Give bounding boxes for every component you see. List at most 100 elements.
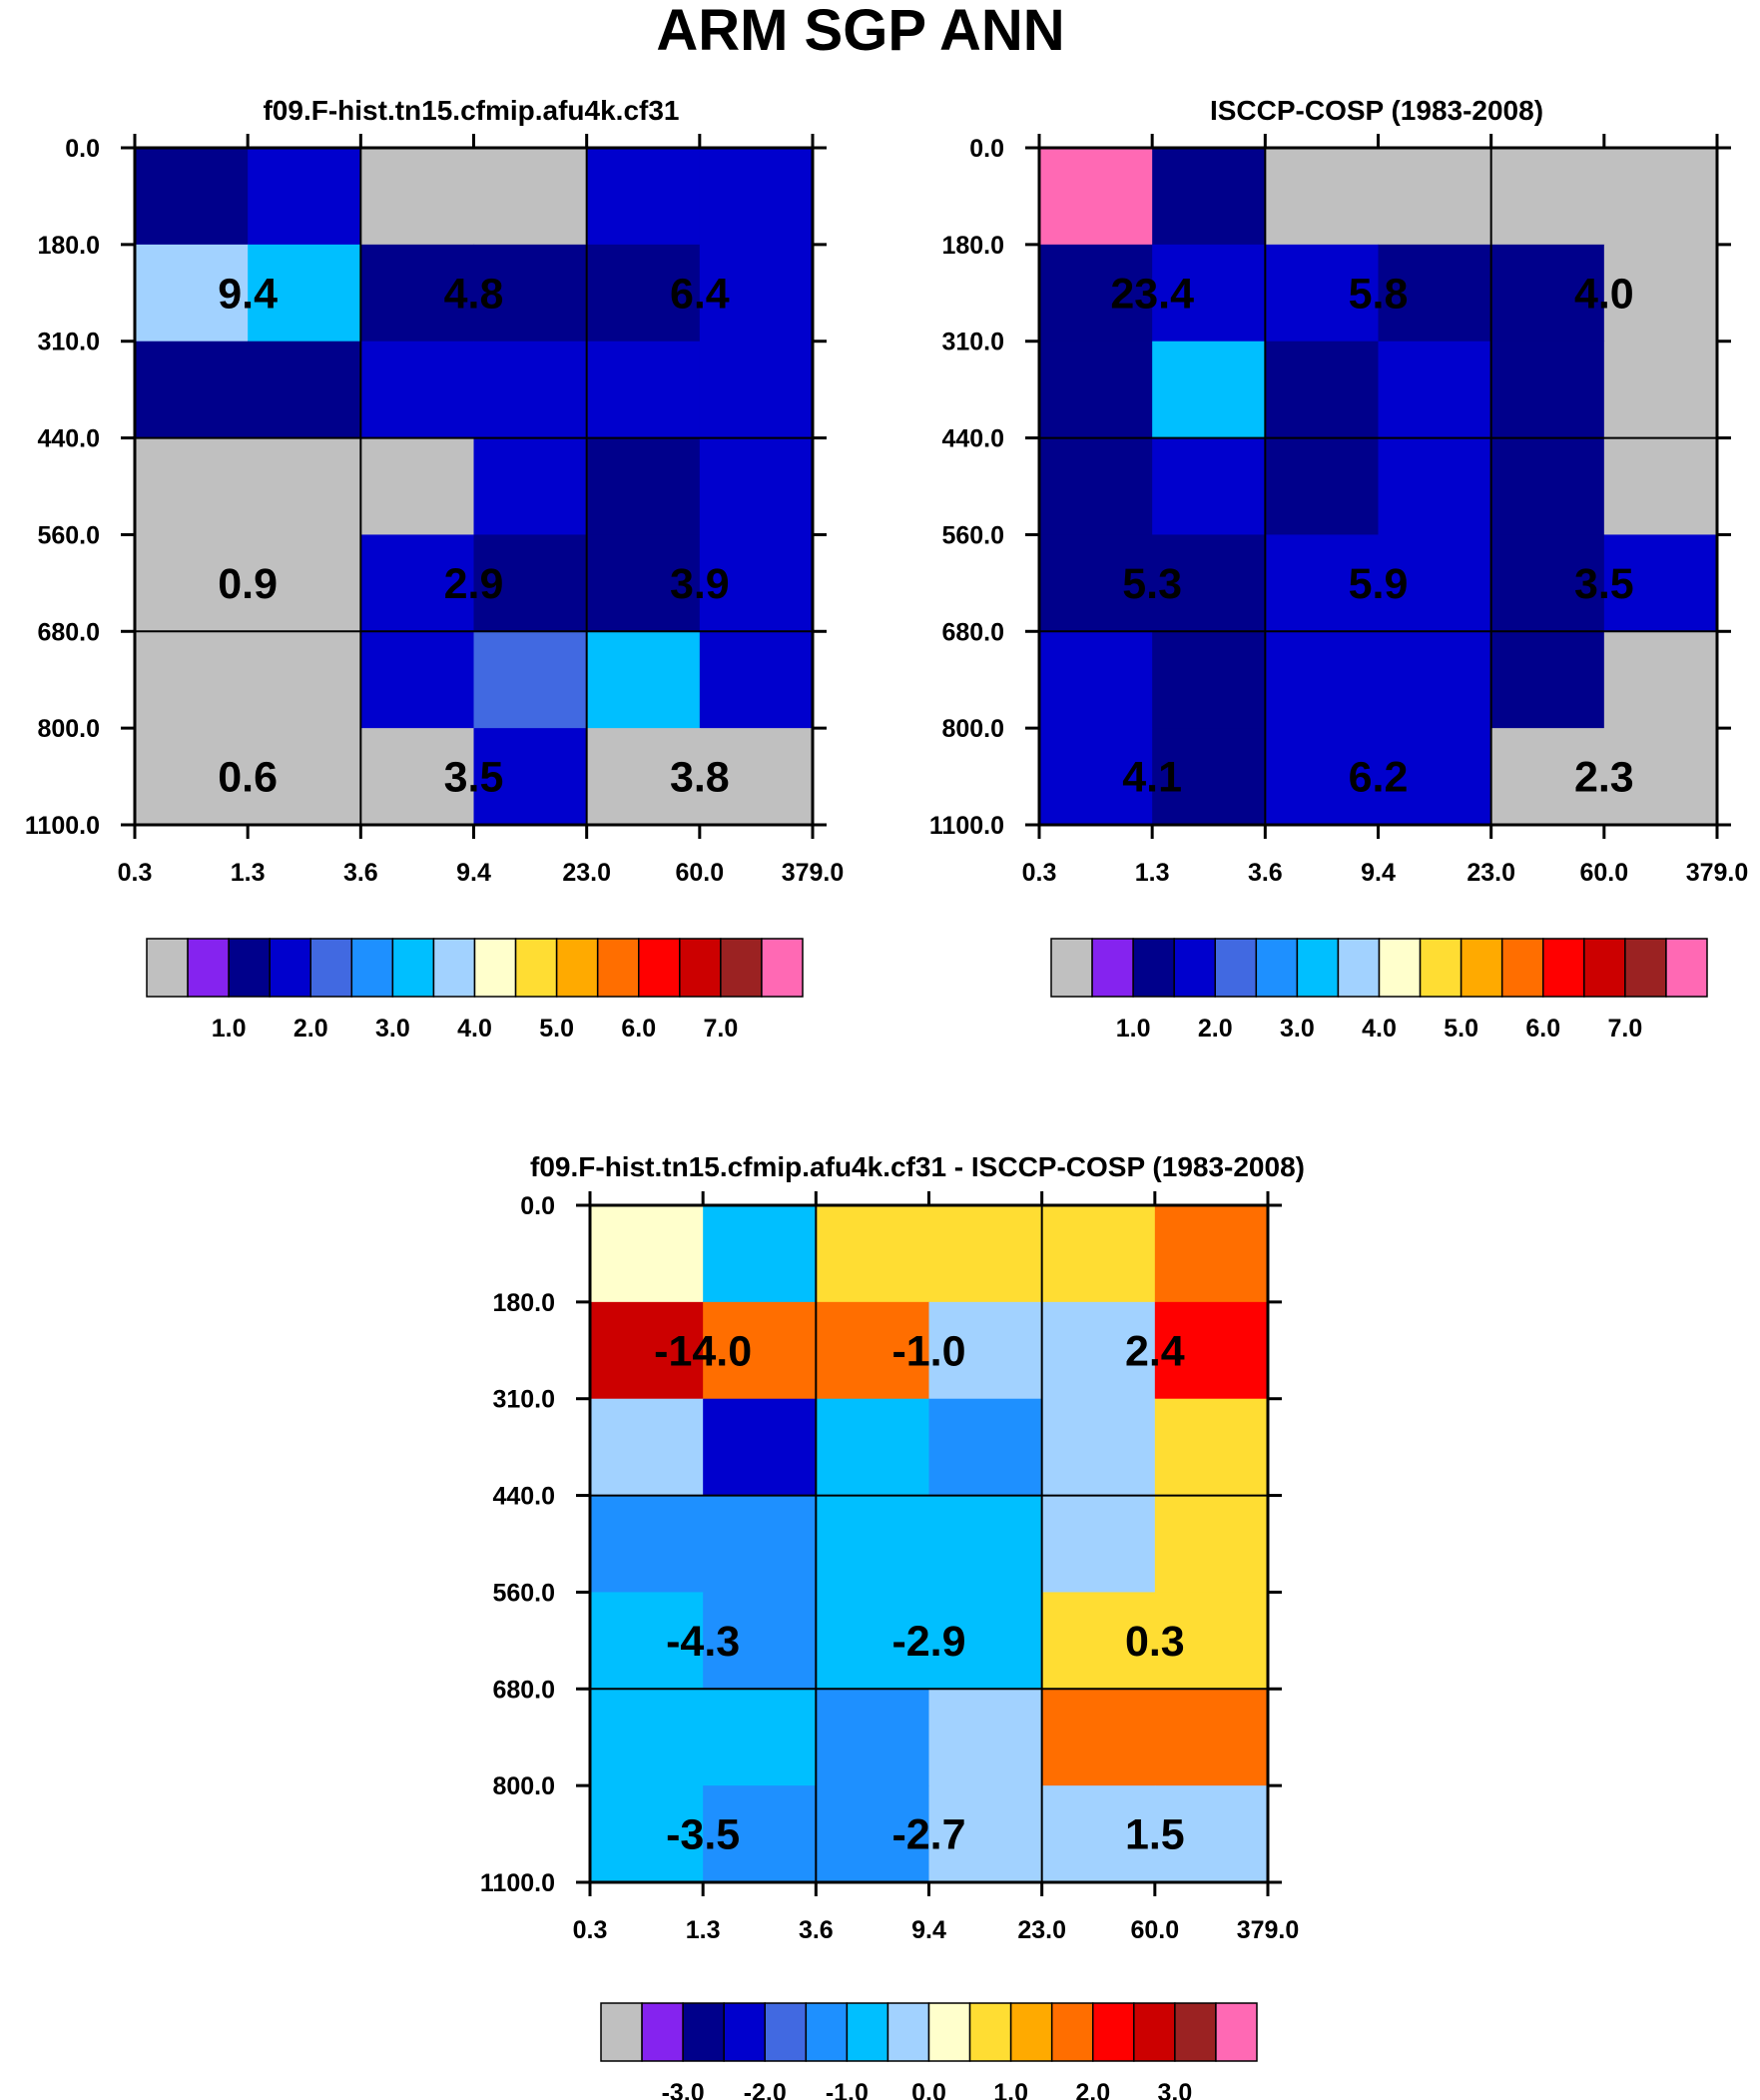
heatmap-cell xyxy=(1603,631,1718,729)
x-tick-label: 0.3 xyxy=(1022,859,1057,887)
colorbar-swatch xyxy=(1132,938,1175,998)
heatmap-cell xyxy=(928,1785,1043,1883)
y-tick-label: 440.0 xyxy=(941,425,1004,453)
block-value-label: 23.4 xyxy=(1110,270,1194,318)
colorbar-label: 6.0 xyxy=(1525,1015,1560,1043)
colorbar-label: -2.0 xyxy=(744,2079,787,2100)
colorbar-swatch xyxy=(1255,938,1299,998)
colorbar-swatch xyxy=(682,2002,725,2062)
heatmap-cell xyxy=(1041,1785,1156,1883)
heatmap-cell xyxy=(473,341,588,439)
heatmap-cell xyxy=(1154,1689,1269,1786)
heatmap-cell xyxy=(1152,728,1266,826)
heatmap-cell xyxy=(360,437,475,536)
heatmap-cell xyxy=(1490,244,1605,343)
heatmap-cell xyxy=(590,1398,704,1497)
heatmap-cell xyxy=(248,437,361,536)
y-tick-label: 310.0 xyxy=(37,329,100,356)
colorbar-swatch xyxy=(1091,938,1134,998)
heatmap-cell xyxy=(1041,1495,1156,1594)
block-value-label: -3.5 xyxy=(666,1811,740,1859)
colorbar-swatch xyxy=(391,938,435,998)
heatmap-cell xyxy=(703,1398,817,1497)
colorbar-swatch xyxy=(968,2002,1012,2062)
heatmap-cell xyxy=(248,631,361,729)
heatmap-cell xyxy=(1039,148,1153,246)
colorbar-label: 2.0 xyxy=(1198,1015,1233,1043)
y-tick-label: 560.0 xyxy=(37,521,100,549)
y-tick-label: 0.0 xyxy=(520,1192,555,1220)
panel-title: f09.F-hist.tn15.cfmip.afu4k.cf31 xyxy=(263,95,679,126)
x-tick-label: 3.6 xyxy=(1248,859,1283,887)
x-tick-label: 9.4 xyxy=(456,859,491,887)
heatmap-cell xyxy=(1152,437,1266,536)
y-tick-label: 0.0 xyxy=(969,135,1004,163)
heatmap-cell xyxy=(1265,534,1380,632)
colorbar-label: 1.0 xyxy=(993,2079,1028,2100)
block-value-label: -2.7 xyxy=(891,1811,965,1859)
heatmap-cell xyxy=(816,1592,930,1690)
colorbar-label: -1.0 xyxy=(826,2079,869,2100)
block-value-label: 1.5 xyxy=(1125,1811,1185,1859)
y-tick-label: 180.0 xyxy=(37,232,100,260)
y-tick-label: 440.0 xyxy=(37,425,100,453)
block-value-label: 0.6 xyxy=(218,754,278,802)
heatmap-cell xyxy=(816,1785,930,1883)
heatmap-cell xyxy=(473,631,588,729)
block-value-label: 5.8 xyxy=(1349,270,1409,318)
colorbar-swatch xyxy=(228,938,271,998)
panel-observations: ISCCP-COSP (1983-2008) 0.0 180.0 310.0 440.… xyxy=(929,95,1748,1043)
block-value-label: 0.9 xyxy=(218,560,278,608)
heatmap-cell xyxy=(703,1785,817,1883)
colorbar-swatch xyxy=(1419,938,1463,998)
x-tick-label: 379.0 xyxy=(1237,1916,1300,1944)
colorbar-label: 7.0 xyxy=(1607,1015,1642,1043)
heatmap-cell xyxy=(473,534,588,632)
colorbar-swatch xyxy=(846,2002,889,2062)
x-tick-label: 0.3 xyxy=(118,859,153,887)
block-value-label: 3.9 xyxy=(670,560,730,608)
heatmap-cell xyxy=(699,728,814,826)
heatmap-cell xyxy=(703,1205,817,1303)
colorbar-swatch xyxy=(432,938,476,998)
block-value-label: 6.4 xyxy=(670,270,730,318)
block-value-label: -2.9 xyxy=(891,1618,965,1666)
heatmap-cell xyxy=(473,437,588,536)
heatmap-cell xyxy=(1041,1689,1156,1786)
colorbar-swatch xyxy=(1092,2002,1135,2062)
heatmap-cell xyxy=(586,437,701,536)
colorbar-label: 3.0 xyxy=(1280,1015,1315,1043)
heatmap-cell xyxy=(135,728,249,826)
colorbar-swatch xyxy=(679,938,722,998)
heatmap-cell xyxy=(360,341,475,439)
heatmap-cell xyxy=(248,244,361,343)
x-tick-label: 60.0 xyxy=(675,859,724,887)
heatmap-cell xyxy=(1152,244,1266,343)
colorbar-swatch xyxy=(761,938,804,998)
colorbar-swatch xyxy=(764,2002,808,2062)
block-value-label: 4.0 xyxy=(1574,270,1634,318)
heatmap-cell xyxy=(1490,341,1605,439)
heatmap-cell xyxy=(1603,534,1718,632)
heatmap-cell xyxy=(1490,148,1605,246)
heatmap-cell xyxy=(1265,148,1380,246)
colorbar-swatch xyxy=(927,2002,971,2062)
heatmap-cell xyxy=(590,1689,704,1786)
y-tick-label: 310.0 xyxy=(941,329,1004,356)
heatmap-cell xyxy=(1265,437,1380,536)
block-value-label: 2.3 xyxy=(1574,754,1634,802)
y-tick-label: 680.0 xyxy=(37,618,100,646)
heatmap-cell xyxy=(1154,1398,1269,1497)
colorbar-label: 3.0 xyxy=(375,1015,410,1043)
colorbar-swatch xyxy=(187,938,230,998)
heatmap-cell xyxy=(473,728,588,826)
colorbar-swatch xyxy=(350,938,394,998)
colorbar-swatch xyxy=(514,938,558,998)
y-tick-label: 180.0 xyxy=(941,232,1004,260)
colorbar-label: 1.0 xyxy=(212,1015,247,1043)
colorbar-label: 3.0 xyxy=(1157,2079,1192,2100)
block-value-label: 0.3 xyxy=(1125,1618,1185,1666)
x-tick-label: 1.3 xyxy=(686,1916,721,1944)
x-tick-label: 23.0 xyxy=(562,859,611,887)
